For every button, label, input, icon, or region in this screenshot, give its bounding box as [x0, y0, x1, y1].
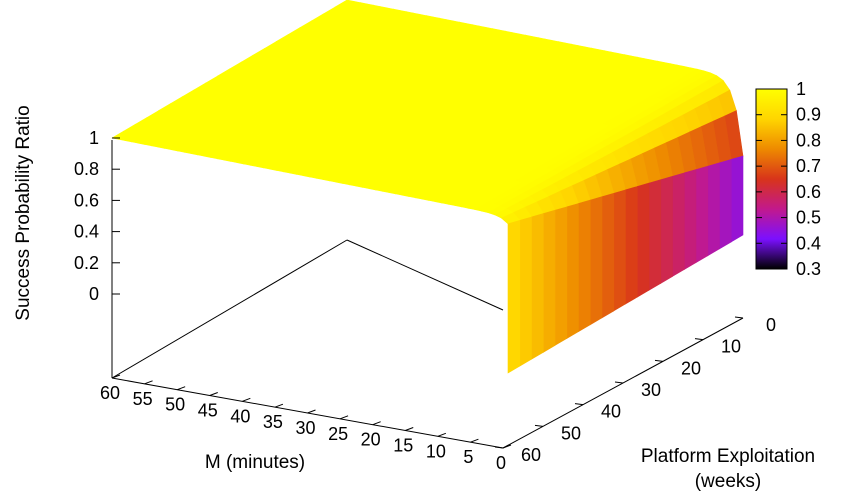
surface-plot — [111, 0, 744, 374]
x-tick-label: 10 — [426, 441, 446, 461]
colorbar-tick-label: 0.4 — [796, 233, 821, 253]
colorbar-tick-label: 0.9 — [796, 105, 821, 125]
surface-wall-patch — [648, 179, 662, 291]
x-tick-label: 45 — [198, 401, 218, 421]
x-tick-label: 55 — [133, 389, 153, 409]
surface-wall-patch — [625, 186, 638, 305]
surface-wall-patch — [589, 196, 603, 326]
z-axis-ticks: 0 0.2 0.4 0.6 0.8 1 — [74, 128, 120, 304]
colorbar-tick-label: 0.7 — [796, 156, 821, 176]
surface-wall-patch — [730, 155, 744, 243]
y-tick-mark — [574, 403, 584, 406]
x-tick-mark — [339, 415, 349, 420]
surface-wall-patch — [660, 175, 673, 284]
y-tick-label: 20 — [681, 358, 701, 378]
y-tick-label: 10 — [721, 337, 741, 357]
colorbar-tick-label: 1 — [796, 79, 806, 99]
x-tick-mark — [437, 432, 447, 437]
x-axis-ticks: 60 55 50 45 40 35 30 25 20 15 10 5 0 — [100, 374, 512, 473]
z-tick-label: 0.4 — [74, 222, 99, 242]
x-tick-mark — [502, 444, 512, 449]
surface-wall-patch — [554, 206, 568, 346]
surface-wall-patch — [601, 192, 615, 319]
x-tick-mark — [176, 386, 186, 391]
y-tick-label: 0 — [766, 315, 776, 335]
y-tick-label: 30 — [641, 380, 661, 400]
surface-wall-patch — [531, 213, 544, 360]
surface-wall-patch — [613, 189, 626, 312]
x-tick-label: 40 — [230, 406, 250, 426]
y-tick-mark — [494, 446, 504, 449]
surface-wall-patch — [695, 165, 709, 264]
x-tick-mark — [470, 438, 479, 443]
surface-wall-patch — [566, 203, 579, 340]
y-tick-label: 60 — [521, 445, 541, 465]
z-tick-label: 1 — [89, 128, 99, 148]
y-tick-label: 50 — [561, 423, 581, 443]
x-tick-label: 20 — [361, 430, 381, 450]
x-tick-label: 35 — [263, 412, 283, 432]
x-tick-mark — [274, 403, 284, 408]
x-tick-label: 0 — [496, 453, 506, 473]
y-axis-title-line2: (weeks) — [695, 471, 762, 492]
x-tick-label: 15 — [393, 436, 413, 456]
y-axis-title-line1: Platform Exploitation — [641, 446, 815, 467]
x-tick-label: 25 — [328, 424, 348, 444]
surface-wall-patch — [542, 209, 556, 353]
z-axis-title: Success Probability Ratio — [13, 105, 34, 320]
surface-wall-patch — [636, 182, 650, 298]
surface-wall-patch — [519, 216, 532, 367]
z-tick-label: 0.2 — [74, 253, 99, 273]
surface-wall-patch — [507, 220, 521, 374]
colorbar-tick-label: 0.6 — [796, 182, 821, 202]
x-tick-label: 30 — [295, 418, 315, 438]
x-tick-label: 50 — [165, 395, 185, 415]
x-tick-mark — [307, 409, 316, 414]
z-tick-label: 0.8 — [74, 159, 99, 179]
colorbar: 0.3 0.4 0.5 0.6 0.7 0.8 0.9 1 — [755, 79, 821, 279]
colorbar-ticks: 0.3 0.4 0.5 0.6 0.7 0.8 0.9 1 — [756, 79, 821, 279]
x-tick-mark — [144, 380, 153, 385]
x-tick-mark — [242, 397, 251, 402]
colorbar-tick-label: 0.5 — [796, 208, 821, 228]
x-tick-mark — [372, 421, 381, 426]
base-back-left-edge — [111, 239, 348, 379]
y-tick-mark — [734, 316, 744, 319]
x-tick-mark — [209, 392, 218, 396]
y-tick-mark — [614, 381, 624, 384]
colorbar-border — [755, 88, 788, 270]
y-tick-mark — [534, 424, 544, 427]
z-tick-label: 0.6 — [74, 190, 99, 210]
y-axis-ticks: 60 50 40 30 20 10 0 — [494, 315, 776, 465]
x-axis-title: M (minutes) — [205, 452, 305, 473]
colorbar-fill — [756, 89, 787, 269]
y-tick-mark — [694, 338, 704, 341]
y-tick-mark — [654, 359, 664, 362]
base-back-right-edge — [346, 239, 504, 311]
surface-wall-patch — [683, 169, 697, 271]
colorbar-tick-label: 0.3 — [796, 259, 821, 279]
x-tick-mark — [111, 374, 121, 379]
x-tick-mark — [405, 427, 414, 431]
surface-wall-patch — [672, 172, 685, 277]
surface-wall-patch — [707, 162, 720, 257]
z-tick-label: 0 — [89, 284, 99, 304]
surface-wall-patch — [719, 159, 732, 250]
x-tick-label: 60 — [100, 383, 120, 403]
x-tick-label: 5 — [463, 447, 473, 467]
colorbar-tick-label: 0.8 — [796, 130, 821, 150]
y-tick-label: 40 — [601, 402, 621, 422]
surface-wall-patch — [578, 199, 591, 333]
